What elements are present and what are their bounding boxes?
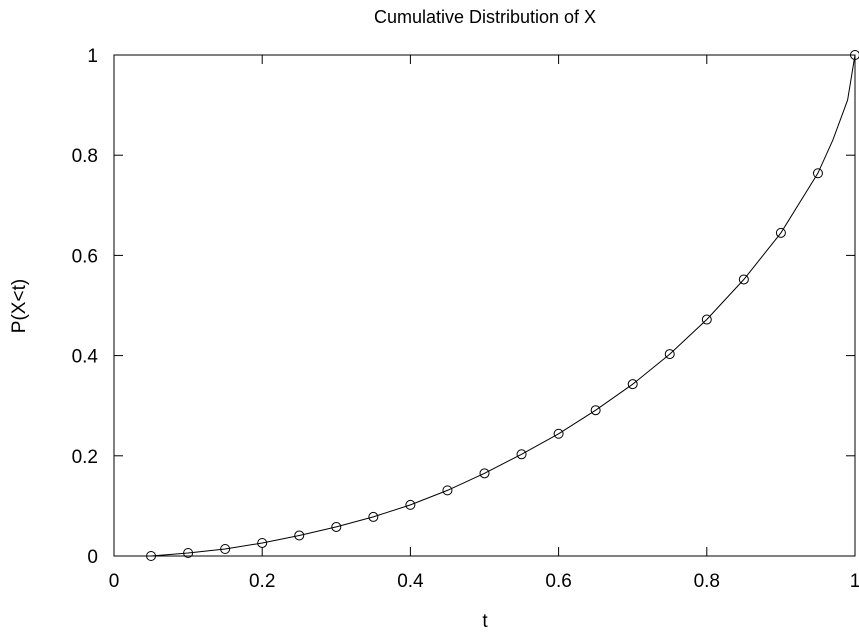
cdf-curve — [151, 54, 856, 557]
data-point-marker — [850, 50, 859, 60]
data-point-marker — [146, 551, 157, 561]
data-point-marker — [516, 449, 527, 460]
data-point-marker — [664, 349, 675, 360]
x-tick-label: 0.2 — [249, 571, 275, 592]
x-tick-label: 0.8 — [694, 571, 720, 592]
x-tick-label: 1 — [850, 571, 859, 592]
data-point-marker — [701, 314, 712, 325]
data-point-marker — [775, 227, 786, 238]
x-tick-label: 0.6 — [545, 571, 571, 592]
y-tick-label: 0.8 — [72, 146, 98, 167]
x-axis-label: t — [482, 611, 488, 632]
plot-frame — [113, 54, 856, 557]
data-point-marker — [627, 379, 638, 390]
y-tick-label: 1 — [87, 46, 98, 67]
y-axis-label: P(X<t) — [9, 279, 30, 333]
data-point-marker — [812, 168, 823, 179]
data-point-marker — [738, 274, 749, 285]
series-layer — [146, 50, 859, 561]
data-point-marker — [183, 547, 194, 558]
y-tick-label: 0 — [87, 547, 98, 568]
data-point-marker — [553, 428, 564, 439]
data-point-marker — [294, 530, 305, 541]
tick-labels: 0 0.2 0.4 0.6 0.8 1 0 0.2 0.4 0.6 0.8 1 — [72, 46, 859, 592]
axis-ticks — [113, 54, 856, 557]
data-point-marker — [590, 405, 601, 416]
chart-title: Cumulative Distribution of X — [374, 7, 596, 27]
data-point-marker — [368, 511, 379, 522]
y-tick-label: 0.2 — [72, 447, 98, 468]
x-tick-label: 0.4 — [397, 571, 424, 592]
x-tick-label: 0 — [109, 571, 120, 592]
y-tick-label: 0.4 — [72, 347, 99, 368]
data-point-marker — [479, 468, 490, 479]
data-point-marker — [442, 485, 453, 496]
data-point-marker — [220, 543, 231, 554]
data-point-marker — [405, 499, 416, 510]
data-point-marker — [257, 537, 268, 548]
data-point-marker — [331, 521, 342, 532]
y-tick-label: 0.6 — [72, 246, 98, 267]
